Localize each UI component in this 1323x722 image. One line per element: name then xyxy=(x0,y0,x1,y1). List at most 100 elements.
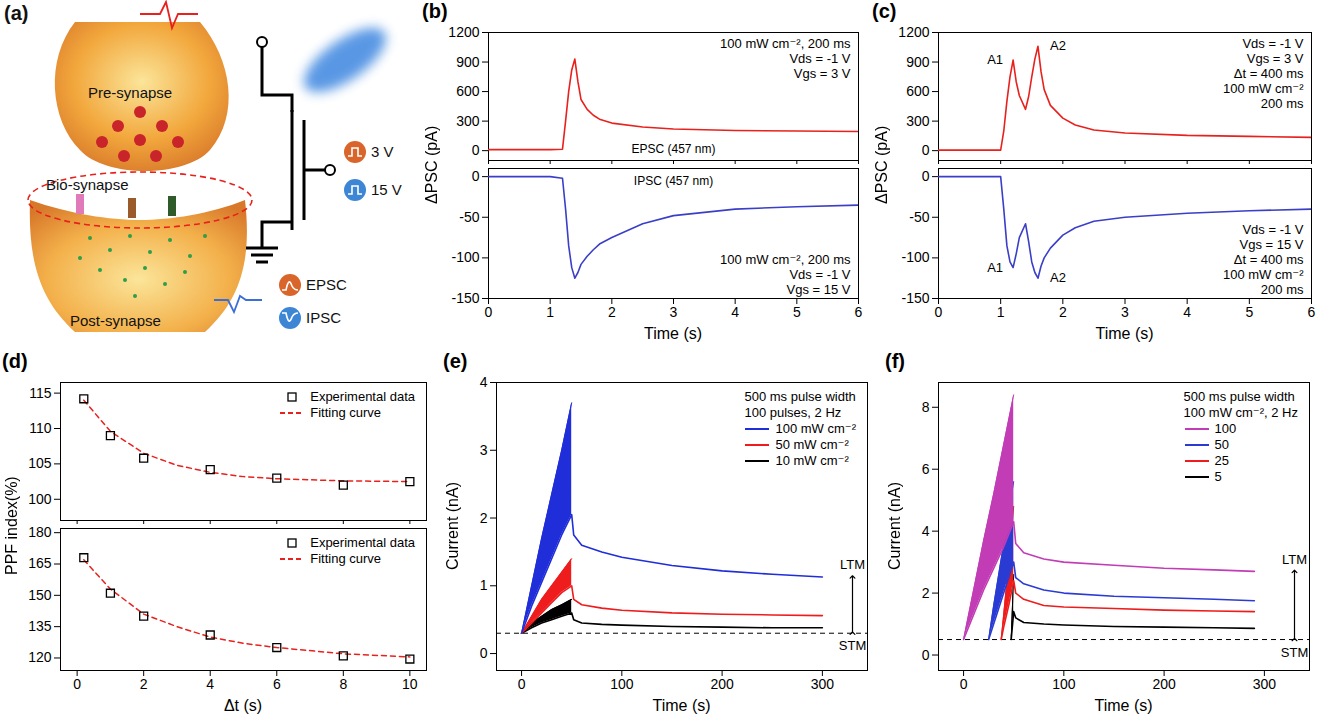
svg-text:180: 180 xyxy=(28,524,52,540)
html-text:Time (s): Time (s) xyxy=(652,697,711,714)
svg-text:0: 0 xyxy=(922,646,930,662)
svg-text:A1: A1 xyxy=(987,52,1003,67)
html-text:ΔPSC (pA): ΔPSC (pA) xyxy=(423,125,440,205)
svg-text:2: 2 xyxy=(140,676,148,692)
svg-text:LTM: LTM xyxy=(1282,552,1307,567)
svg-text:300: 300 xyxy=(811,676,835,692)
svg-text:6: 6 xyxy=(273,676,281,692)
svg-text:200: 200 xyxy=(1152,676,1176,692)
svg-text:0: 0 xyxy=(485,304,493,320)
svg-text:STM: STM xyxy=(839,638,866,653)
svg-text:0: 0 xyxy=(472,168,480,184)
svg-text:-50: -50 xyxy=(909,209,929,225)
svg-text:100: 100 xyxy=(1052,676,1076,692)
svg-text:1: 1 xyxy=(997,304,1005,320)
html-text:(b): (b) xyxy=(422,0,448,22)
svg-text:15 V: 15 V xyxy=(371,181,402,198)
svg-text:IPSC (457 nm): IPSC (457 nm) xyxy=(634,174,713,188)
svg-text:3: 3 xyxy=(670,304,678,320)
svg-text:Vds = -1 VVgs = 3 VΔt = 400 ms: Vds = -1 VVgs = 3 VΔt = 400 ms100 mW cm⁻… xyxy=(1223,36,1304,111)
svg-text:0: 0 xyxy=(960,676,968,692)
svg-text:600: 600 xyxy=(906,83,930,99)
html-text:ΔPSC (pA): ΔPSC (pA) xyxy=(873,125,890,205)
svg-text:8: 8 xyxy=(339,676,347,692)
svg-text:2: 2 xyxy=(480,510,488,526)
svg-text:2: 2 xyxy=(922,585,930,601)
svg-text:4: 4 xyxy=(731,304,739,320)
svg-text:100 mW cm⁻², 200 msVds = -1 VV: 100 mW cm⁻², 200 msVds = -1 VVgs = 3 V xyxy=(720,36,851,81)
svg-text:Vds = -1 VVgs = 15 VΔt = 400 m: Vds = -1 VVgs = 15 VΔt = 400 ms100 mW cm… xyxy=(1223,222,1304,297)
svg-text:EPSC (457 nm): EPSC (457 nm) xyxy=(631,142,715,156)
svg-text:0: 0 xyxy=(480,645,488,661)
svg-text:A1: A1 xyxy=(987,260,1003,275)
svg-text:10: 10 xyxy=(402,676,418,692)
html-text:(c): (c) xyxy=(872,0,897,22)
svg-text:2: 2 xyxy=(1059,304,1067,320)
html-text:PPF index(%): PPF index(%) xyxy=(3,476,20,576)
html-text:Time (s): Time (s) xyxy=(1095,325,1154,342)
svg-text:4: 4 xyxy=(480,374,488,390)
svg-text:600: 600 xyxy=(456,83,480,99)
svg-text:1200: 1200 xyxy=(448,24,479,40)
svg-text:1200: 1200 xyxy=(898,24,929,40)
svg-text:A2: A2 xyxy=(1050,270,1066,285)
svg-text:IPSC: IPSC xyxy=(306,309,341,326)
svg-text:EPSC: EPSC xyxy=(306,276,347,293)
svg-text:115: 115 xyxy=(29,385,52,401)
svg-text:4: 4 xyxy=(206,676,214,692)
svg-text:100: 100 xyxy=(28,491,52,507)
svg-text:-50: -50 xyxy=(459,209,479,225)
html-text:Δt (s): Δt (s) xyxy=(223,697,263,714)
svg-text:100: 100 xyxy=(610,676,634,692)
html-text:Current (nA): Current (nA) xyxy=(444,482,461,570)
svg-text:5: 5 xyxy=(793,304,801,320)
svg-text:LTM: LTM xyxy=(840,557,865,572)
svg-text:150: 150 xyxy=(28,587,52,603)
svg-text:4: 4 xyxy=(922,523,930,539)
svg-text:5: 5 xyxy=(1245,304,1253,320)
svg-text:6: 6 xyxy=(855,304,863,320)
svg-text:0: 0 xyxy=(73,676,81,692)
svg-text:Bio-synapse: Bio-synapse xyxy=(46,176,129,193)
svg-text:900: 900 xyxy=(456,54,480,70)
svg-text:1: 1 xyxy=(546,304,554,320)
svg-text:8: 8 xyxy=(922,399,930,415)
svg-text:0: 0 xyxy=(472,142,480,158)
svg-text:6: 6 xyxy=(922,461,930,477)
svg-text:110: 110 xyxy=(29,420,52,436)
svg-text:300: 300 xyxy=(1253,676,1277,692)
svg-text:A2: A2 xyxy=(1050,38,1066,53)
svg-text:-100: -100 xyxy=(901,249,929,265)
svg-text:100 mW cm⁻², 200 msVds = -1 VV: 100 mW cm⁻², 200 msVds = -1 VVgs = 15 V xyxy=(720,252,851,297)
svg-text:Post-synapse: Post-synapse xyxy=(70,312,161,329)
svg-text:3: 3 xyxy=(1121,304,1129,320)
svg-text:135: 135 xyxy=(28,618,52,634)
html-text:(d): (d) xyxy=(2,350,28,372)
svg-text:300: 300 xyxy=(906,113,930,129)
svg-text:STM: STM xyxy=(1281,645,1308,660)
svg-text:3 V: 3 V xyxy=(371,143,394,160)
svg-text:6: 6 xyxy=(1308,304,1316,320)
svg-text:3: 3 xyxy=(480,442,488,458)
svg-text:0: 0 xyxy=(922,142,930,158)
svg-text:120: 120 xyxy=(28,649,52,665)
svg-text:200: 200 xyxy=(710,676,734,692)
html-text:Time (s): Time (s) xyxy=(644,325,702,342)
svg-text:Pre-synapse: Pre-synapse xyxy=(88,84,172,101)
svg-text:105: 105 xyxy=(28,455,52,471)
svg-text:165: 165 xyxy=(28,555,52,571)
html-text:(f): (f) xyxy=(885,350,905,372)
svg-text:-150: -150 xyxy=(451,290,479,306)
svg-text:0: 0 xyxy=(922,168,930,184)
svg-text:1: 1 xyxy=(480,577,488,593)
svg-text:300: 300 xyxy=(456,113,480,129)
html-text:(e): (e) xyxy=(443,350,468,372)
svg-text:0: 0 xyxy=(518,676,526,692)
svg-text:-150: -150 xyxy=(901,290,929,306)
svg-text:4: 4 xyxy=(1183,304,1191,320)
svg-text:-100: -100 xyxy=(451,249,479,265)
svg-text:(a): (a) xyxy=(4,2,28,24)
svg-text:900: 900 xyxy=(906,54,930,70)
svg-text:2: 2 xyxy=(608,304,616,320)
svg-text:0: 0 xyxy=(935,304,943,320)
